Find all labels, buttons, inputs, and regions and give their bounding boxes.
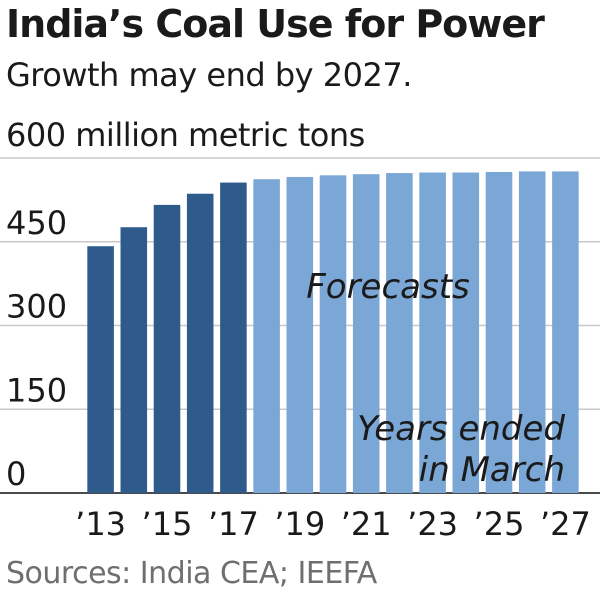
bar-2023: [419, 172, 446, 493]
bar-2027: [552, 171, 579, 493]
annotation-forecasts: Forecasts: [306, 267, 470, 307]
bar-2026: [518, 171, 546, 493]
x-tick-label: ’23: [407, 505, 458, 543]
y-tick-label: 150: [6, 371, 67, 409]
annotations: Forecasts Years ended in March: [306, 267, 565, 490]
chart-subtitle: Growth may end by 2027.: [6, 56, 412, 94]
bar-2016: [186, 193, 214, 494]
annotation-years-ended: Years ended: [357, 409, 565, 449]
x-tick-label: ’13: [75, 505, 126, 543]
bars: [87, 171, 579, 494]
y-tick-label: 300: [6, 288, 67, 326]
bar-2025: [485, 171, 513, 493]
y-tick-label: 450: [6, 204, 67, 242]
bar-2019: [286, 176, 314, 494]
bar-2017: [220, 182, 247, 493]
x-tick-label: ’27: [540, 505, 591, 543]
bar-2024: [452, 172, 480, 493]
bar-2013: [87, 246, 114, 493]
bar-2020: [319, 175, 347, 493]
chart-title: India’s Coal Use for Power: [6, 2, 545, 46]
x-tick-label: ’25: [474, 505, 525, 543]
y-tick-label: 0: [6, 455, 26, 493]
x-axis-ticks: ’13 ’15 ’17 ’19 ’21 ’23 ’25 ’27: [75, 505, 591, 543]
x-tick-label: ’19: [274, 505, 325, 543]
y-axis-ticks: 0 150 300 450: [6, 204, 67, 493]
annotation-in-march: in March: [419, 450, 565, 490]
bar-2018: [253, 179, 280, 493]
bar-2015: [153, 204, 181, 493]
x-tick-label: ’15: [142, 505, 193, 543]
bar-2014: [120, 227, 148, 494]
bar-2022: [386, 173, 413, 493]
bar-2021: [352, 174, 380, 493]
y-axis-units-label: 600 million metric tons: [6, 116, 365, 154]
source-note: Sources: India CEA; IEEFA: [6, 556, 377, 591]
x-tick-label: ’21: [341, 505, 392, 543]
x-tick-label: ’17: [208, 505, 259, 543]
